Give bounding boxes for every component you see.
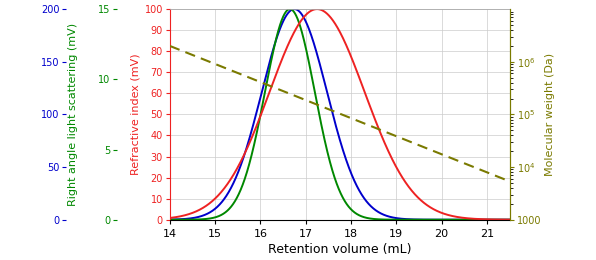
Y-axis label: Right angle light scattering (mV): Right angle light scattering (mV) bbox=[69, 23, 79, 206]
X-axis label: Retention volume (mL): Retention volume (mL) bbox=[268, 243, 411, 256]
Y-axis label: Refractive index (mV): Refractive index (mV) bbox=[131, 54, 141, 175]
Y-axis label: Molecular weight (Da): Molecular weight (Da) bbox=[545, 53, 555, 176]
